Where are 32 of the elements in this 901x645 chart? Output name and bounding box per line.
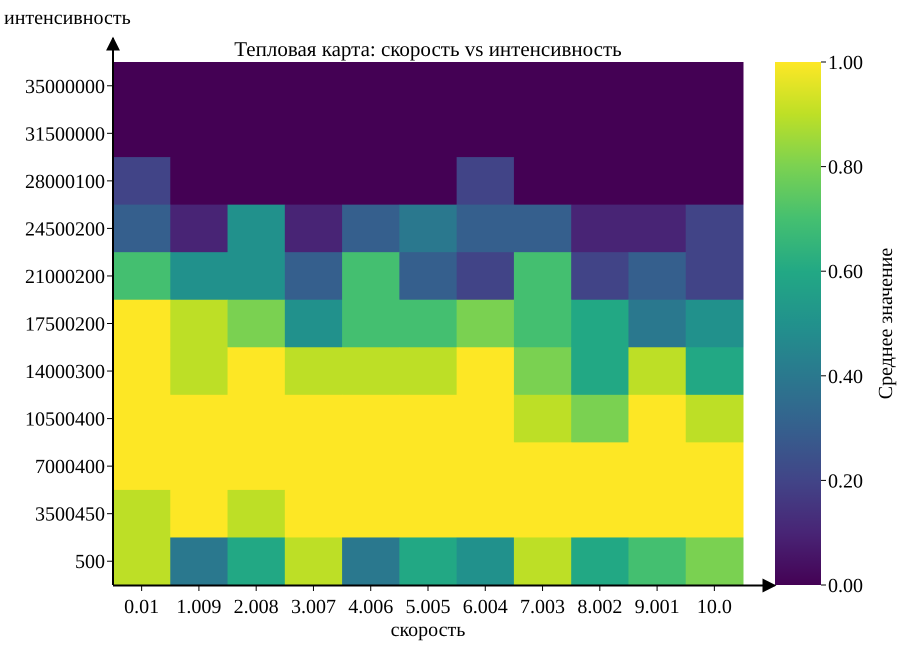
y-tick-label: 24500200 <box>25 218 105 240</box>
x-tick-label: 6.004 <box>462 596 508 618</box>
y-tick-label: 10500400 <box>25 408 105 431</box>
color-bar-title: Среднее значение <box>875 248 897 400</box>
x-tick-label: 0.01 <box>124 596 160 618</box>
chart-title: Тепловая карта: скорость vs интенсивность <box>234 37 622 61</box>
x-tick-label: 10.0 <box>696 596 732 618</box>
color-bar-label: 0.00 <box>828 575 863 597</box>
y-tick-label: 21000200 <box>25 266 105 288</box>
color-bar-label: 0.80 <box>828 156 863 179</box>
y-tick-label: 17500200 <box>25 314 105 336</box>
y-tick-label: 7000400 <box>35 456 105 478</box>
color-bar-label: 0.20 <box>828 470 863 492</box>
y-tick-label: 14000300 <box>25 361 105 384</box>
x-tick-label: 7.003 <box>520 596 566 618</box>
y-axis-title: интенсивность <box>4 7 131 29</box>
x-axis-title: скорость <box>390 619 466 641</box>
y-tick-label: 28000100 <box>25 170 105 193</box>
y-tick-label: 3500450 <box>35 504 105 526</box>
color-bar-label: 0.60 <box>828 261 863 284</box>
y-tick-label: 35000000 <box>25 76 105 98</box>
x-tick-label: 4.006 <box>348 596 394 618</box>
x-tick-label: 8.002 <box>577 596 622 618</box>
y-tick-label: 500 <box>75 551 105 574</box>
x-tick-label: 5.005 <box>406 596 450 618</box>
x-tick-label: 1.009 <box>176 596 222 618</box>
color-bar-label: 1.00 <box>828 52 863 74</box>
y-tick-label: 31500000 <box>25 123 105 146</box>
x-tick-label: 2.008 <box>234 596 279 618</box>
x-tick-label: 3.007 <box>290 596 336 618</box>
x-tick-label: 9.001 <box>634 596 680 618</box>
color-bar-label: 0.40 <box>828 366 863 388</box>
